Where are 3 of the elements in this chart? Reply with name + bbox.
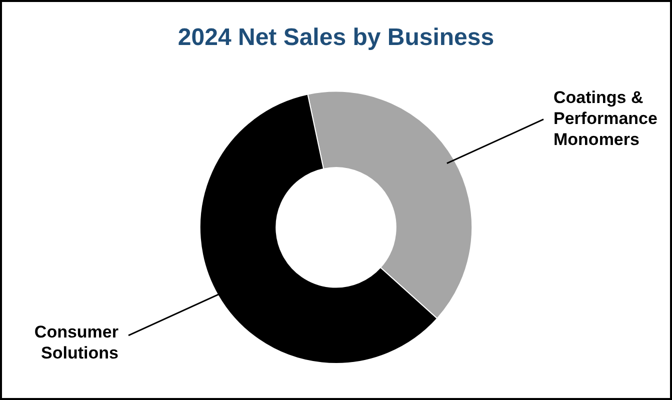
slice-label: Consumer Solutions (34, 322, 119, 363)
slice-label: Coatings & Performance Monomers (554, 88, 658, 150)
chart-title: 2024 Net Sales by Business (178, 24, 494, 52)
